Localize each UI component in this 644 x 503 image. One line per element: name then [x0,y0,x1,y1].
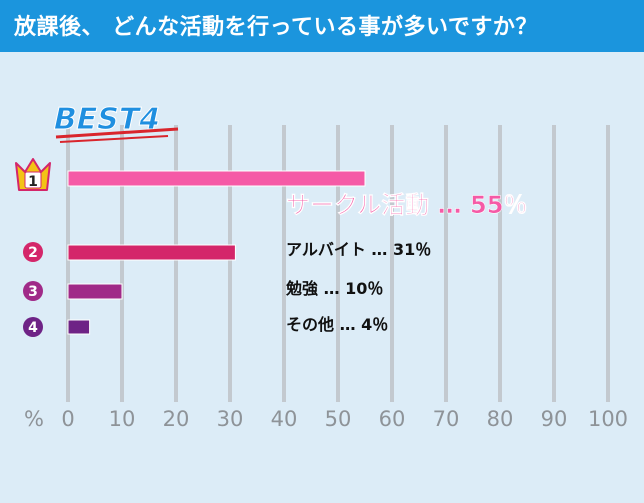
x-tick-label: 30 [217,407,244,431]
data-label-1: サークル活動 … 55％ [286,191,527,219]
x-tick-label: 20 [163,407,190,431]
page-title: 放課後、 どんな活動を行っている事が多いですか？ [14,15,538,40]
x-tick-label: 50 [325,407,352,431]
header-bar: 放課後、 どんな活動を行っている事が多いですか？ [0,0,644,52]
x-tick-label: 90 [541,407,568,431]
data-label-2: アルバイト … 31％ [286,240,431,259]
data-label-3: 勉強 … 10％ [285,279,383,298]
bar-3 [67,283,123,300]
bar-1 [67,170,366,187]
rank-circle-2 [23,242,43,262]
x-tick-label: 10 [109,407,136,431]
x-tick-label: 60 [379,407,406,431]
x-tick-label: 80 [487,407,514,431]
badge-underline [59,135,169,143]
data-label-4: その他 … 4％ [286,315,388,334]
x-tick-label: 100 [588,407,628,431]
rank-number: 2 [28,245,38,261]
rank-number: 3 [28,284,38,300]
bar-4 [67,319,91,335]
x-axis-label: % [24,407,44,431]
rank-circle-3 [23,281,43,301]
rank-number: 1 [28,174,38,190]
x-tick-label: 0 [61,407,74,431]
bar-2 [67,244,236,261]
rank-number: 4 [28,320,38,336]
x-tick-label: 70 [433,407,460,431]
x-tick-label: 40 [271,407,298,431]
rank-circle-4 [23,317,43,337]
crown-inner [24,171,42,189]
badge-underline [55,127,179,139]
